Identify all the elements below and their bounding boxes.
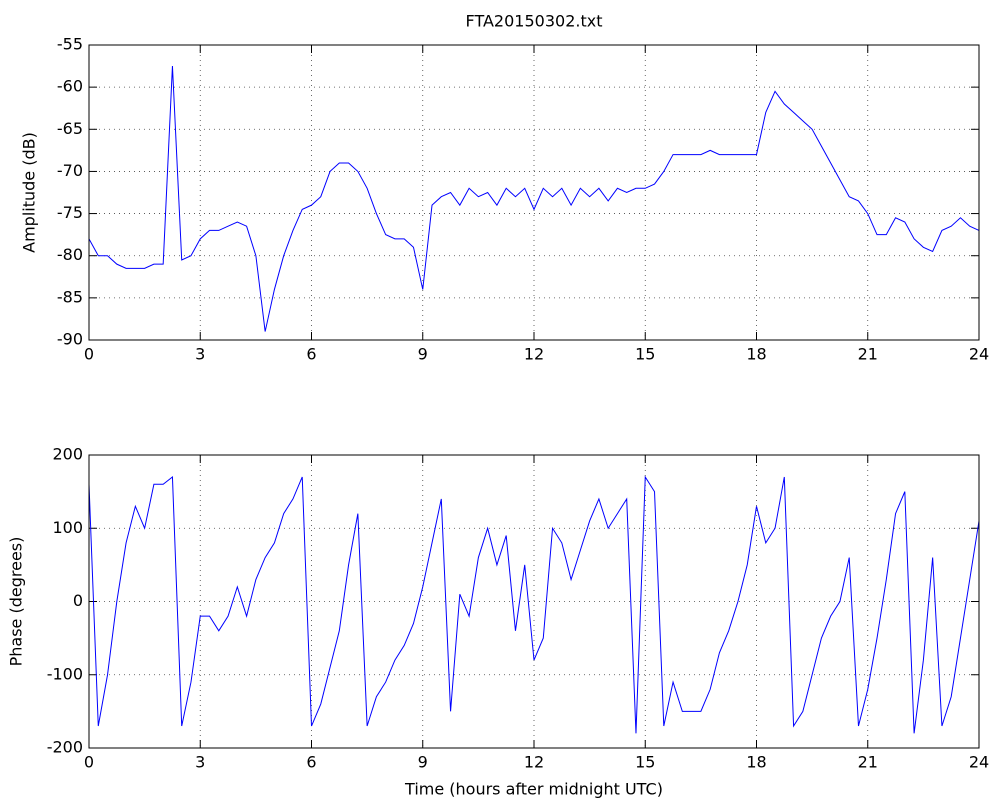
x-tick-label: 6 xyxy=(306,753,316,772)
x-tick-label: 18 xyxy=(746,753,766,772)
y-tick-label: -60 xyxy=(57,77,83,96)
y-tick-label: -65 xyxy=(57,119,83,138)
x-tick-label: 15 xyxy=(635,345,655,364)
y-tick-label: -90 xyxy=(57,330,83,349)
x-tick-label: 18 xyxy=(746,345,766,364)
y-tick-label: 100 xyxy=(52,518,83,537)
plot-frame xyxy=(88,454,980,749)
y-tick-label: -75 xyxy=(57,203,83,222)
y-tick-label: -80 xyxy=(57,245,83,264)
y-tick-label: -85 xyxy=(57,287,83,306)
x-tick-label: 9 xyxy=(418,345,428,364)
y-tick-label: 0 xyxy=(73,591,83,610)
x-tick-label: 0 xyxy=(84,345,94,364)
x-axis-label: Time (hours after midnight UTC) xyxy=(404,780,663,799)
y-tick-label: -55 xyxy=(57,35,83,54)
x-tick-label: 3 xyxy=(195,345,205,364)
chart-title: FTA20150302.txt xyxy=(466,12,603,31)
y-tick-label: 200 xyxy=(52,445,83,464)
x-tick-label: 9 xyxy=(418,753,428,772)
x-tick-label: 24 xyxy=(969,345,989,364)
plot-frame xyxy=(88,44,980,341)
y-axis-label: Phase (degrees) xyxy=(7,537,26,667)
x-tick-label: 24 xyxy=(969,753,989,772)
x-tick-label: 21 xyxy=(858,753,878,772)
data-line xyxy=(88,475,980,734)
x-tick-label: 21 xyxy=(858,345,878,364)
y-tick-label: -100 xyxy=(47,664,83,683)
x-tick-label: 0 xyxy=(84,753,94,772)
x-tick-label: 15 xyxy=(635,753,655,772)
x-tick-label: 6 xyxy=(306,345,316,364)
y-tick-label: -70 xyxy=(57,161,83,180)
y-tick-label: -200 xyxy=(47,738,83,757)
y-axis-label: Amplitude (dB) xyxy=(20,132,39,253)
data-line xyxy=(88,66,980,332)
x-tick-label: 12 xyxy=(524,753,544,772)
x-tick-label: 3 xyxy=(195,753,205,772)
x-tick-label: 12 xyxy=(524,345,544,364)
